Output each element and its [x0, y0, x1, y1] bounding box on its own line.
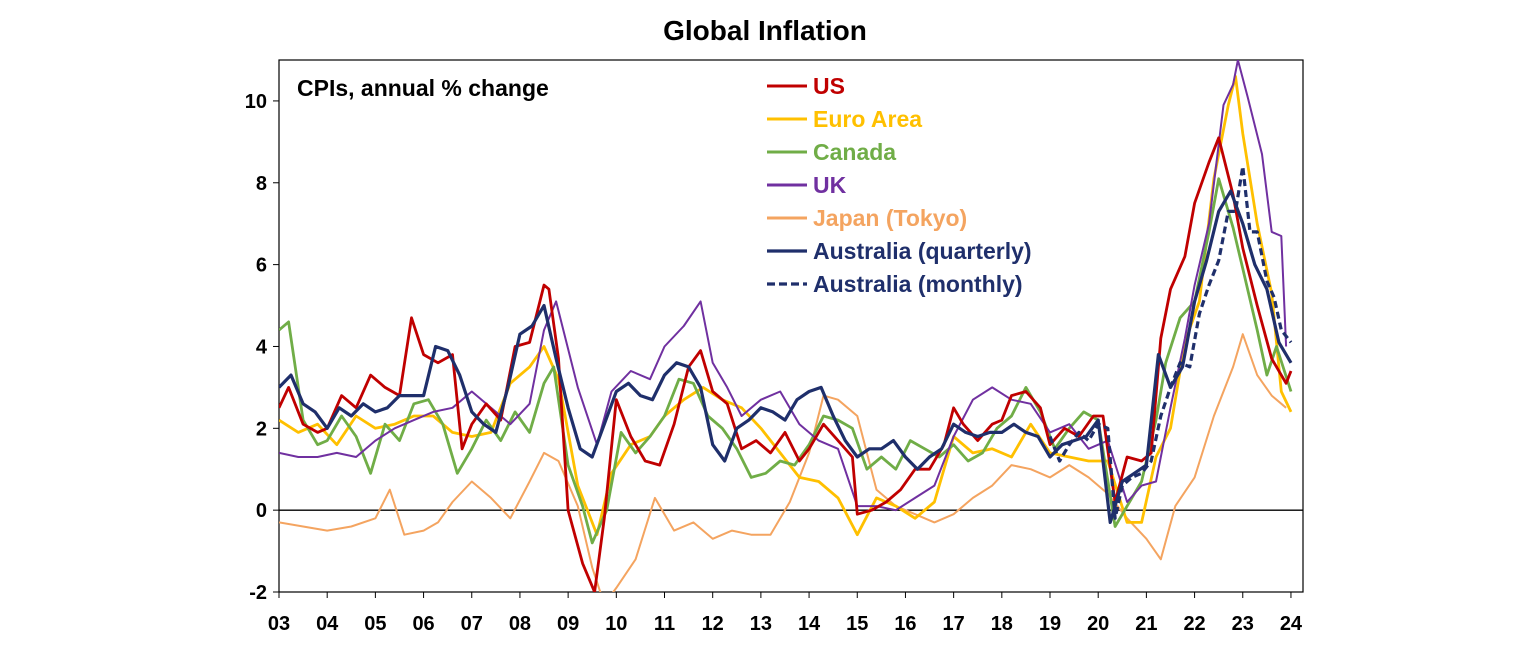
series-line-japan-tokyo — [279, 333, 1287, 592]
legend-label: Australia (monthly) — [813, 271, 1023, 297]
y-tick-label: 6 — [256, 255, 267, 277]
x-tick-label: 22 — [1183, 613, 1205, 635]
series-line-euro-area — [279, 75, 1293, 537]
x-tick-label: 23 — [1232, 613, 1254, 635]
x-axis: 03 04 05 06 07 08 09 10 11 12 13 14 15 16 17 18 19 20 21 22… — [268, 592, 1303, 635]
x-tick-label: 21 — [1135, 613, 1157, 635]
legend-label: Canada — [813, 139, 896, 165]
y-tick-label: 0 — [256, 500, 267, 522]
x-tick-label: 24 — [1280, 613, 1303, 635]
chart-title: Global Inflation — [663, 15, 867, 46]
chart-subtitle: CPIs, annual % change — [297, 75, 549, 101]
series-line-uk — [279, 60, 1288, 512]
x-tick-label: 18 — [991, 613, 1013, 635]
legend-label: Japan (Tokyo) — [813, 205, 967, 231]
x-tick-label: 14 — [798, 613, 821, 635]
x-tick-label: 06 — [412, 613, 434, 635]
x-tick-label: 10 — [605, 613, 627, 635]
y-tick-label: -2 — [249, 582, 267, 604]
chart-frame: Global Inflation 10 8 6 4 2 0 -2 03 04 05 06 07 08 0… — [215, 0, 1315, 644]
x-tick-label: 15 — [846, 613, 868, 635]
legend-label: US — [813, 73, 845, 99]
x-tick-label: 20 — [1087, 613, 1109, 635]
plot-area — [278, 59, 1304, 593]
x-tick-label: 04 — [316, 613, 339, 635]
x-tick-label: 11 — [654, 613, 675, 635]
legend: US Euro Area Canada UK Japan (Tokyo) Australi… — [767, 73, 1032, 297]
series-line-us — [279, 136, 1293, 592]
x-tick-label: 09 — [557, 613, 579, 635]
y-tick-label: 4 — [256, 336, 268, 358]
x-tick-label: 13 — [750, 613, 772, 635]
series-line-australia-monthly — [1048, 164, 1293, 520]
x-tick-label: 03 — [268, 613, 290, 635]
y-tick-label: 8 — [256, 173, 267, 195]
x-tick-label: 08 — [509, 613, 531, 635]
x-tick-label: 16 — [894, 613, 916, 635]
x-tick-label: 12 — [702, 613, 724, 635]
y-tick-label: 10 — [245, 91, 267, 113]
legend-label: Euro Area — [813, 106, 922, 132]
x-tick-label: 19 — [1039, 613, 1061, 635]
y-axis: 10 8 6 4 2 0 -2 — [245, 91, 279, 604]
y-tick-label: 2 — [256, 418, 267, 440]
series-line-australia-quarterly — [279, 189, 1293, 525]
legend-label: Australia (quarterly) — [813, 238, 1032, 264]
x-tick-label: 05 — [364, 613, 386, 635]
x-tick-label: 07 — [461, 613, 483, 635]
x-tick-label: 17 — [943, 613, 965, 635]
legend-label: UK — [813, 172, 847, 198]
series-layer — [279, 60, 1303, 592]
series-line-canada — [279, 177, 1293, 545]
